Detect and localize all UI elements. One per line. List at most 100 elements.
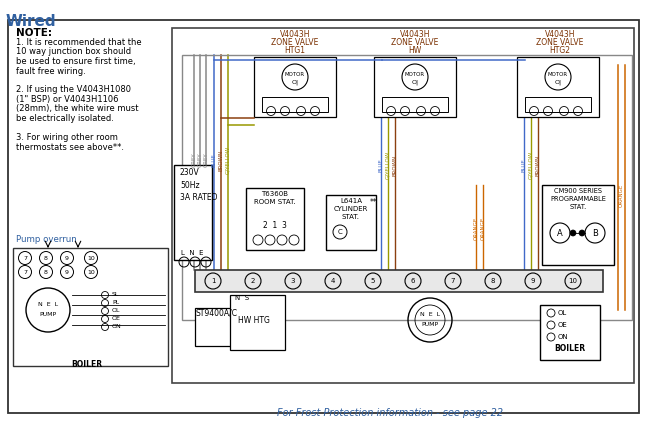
Text: G/YELLOW: G/YELLOW xyxy=(529,151,534,179)
Text: 5: 5 xyxy=(371,278,375,284)
Bar xyxy=(542,185,614,265)
Text: ON: ON xyxy=(112,325,122,330)
Text: ST9400A/C: ST9400A/C xyxy=(196,308,238,317)
Bar xyxy=(540,305,600,360)
Text: V4043H: V4043H xyxy=(280,30,311,39)
Bar xyxy=(13,248,168,366)
Bar xyxy=(195,308,250,346)
Text: B: B xyxy=(592,228,598,238)
Text: MOTOR: MOTOR xyxy=(285,71,305,76)
Bar xyxy=(195,270,603,292)
Text: ZONE VALVE: ZONE VALVE xyxy=(536,38,584,47)
Text: A: A xyxy=(557,228,563,238)
Text: V4043H: V4043H xyxy=(545,30,575,39)
Text: PROGRAMMABLE: PROGRAMMABLE xyxy=(550,196,606,202)
Text: Pump overrun: Pump overrun xyxy=(16,235,77,244)
Text: 10 way junction box should: 10 way junction box should xyxy=(16,48,131,57)
Text: 8: 8 xyxy=(44,255,48,260)
Text: GREY: GREY xyxy=(192,153,197,167)
Text: GREY: GREY xyxy=(204,153,208,167)
Text: ROOM STAT.: ROOM STAT. xyxy=(254,199,296,205)
Text: be used to ensure first time,: be used to ensure first time, xyxy=(16,57,136,66)
Text: (1" BSP) or V4043H1106: (1" BSP) or V4043H1106 xyxy=(16,95,118,104)
Text: 2. If using the V4043H1080: 2. If using the V4043H1080 xyxy=(16,86,131,95)
Text: 9: 9 xyxy=(65,255,69,260)
Text: BROWN: BROWN xyxy=(536,154,540,176)
Text: O|: O| xyxy=(554,79,562,85)
Text: 1: 1 xyxy=(211,278,215,284)
Text: CYLINDER: CYLINDER xyxy=(334,206,368,212)
Text: ON: ON xyxy=(558,334,569,340)
Text: 10: 10 xyxy=(87,270,95,274)
Text: HW: HW xyxy=(408,46,422,55)
Text: G/YELLOW: G/YELLOW xyxy=(226,146,230,174)
Text: HW HTG: HW HTG xyxy=(238,316,270,325)
Text: ORANGE: ORANGE xyxy=(474,216,479,240)
Text: O|: O| xyxy=(411,79,419,85)
Text: BLUE: BLUE xyxy=(212,153,217,167)
Bar xyxy=(174,165,212,260)
Text: NOTE:: NOTE: xyxy=(16,28,52,38)
Text: BOILER: BOILER xyxy=(554,344,586,353)
Text: L  N  E: L N E xyxy=(181,250,204,256)
Text: STAT.: STAT. xyxy=(342,214,360,220)
Text: PL: PL xyxy=(112,300,119,306)
Bar xyxy=(517,57,599,117)
Text: 7: 7 xyxy=(23,255,27,260)
Text: MOTOR: MOTOR xyxy=(405,71,425,76)
Text: O|: O| xyxy=(291,79,298,85)
Text: 1. It is recommended that the: 1. It is recommended that the xyxy=(16,38,142,47)
Text: BLUE: BLUE xyxy=(521,158,527,172)
Text: 7: 7 xyxy=(451,278,455,284)
Text: OL: OL xyxy=(558,310,567,316)
Text: 7: 7 xyxy=(23,270,27,274)
Text: V4043H: V4043H xyxy=(400,30,430,39)
Bar xyxy=(230,295,285,350)
Text: MOTOR: MOTOR xyxy=(548,71,568,76)
Text: G/YELLOW: G/YELLOW xyxy=(386,151,391,179)
Bar xyxy=(254,57,336,117)
Text: BROWN: BROWN xyxy=(393,154,397,176)
Bar xyxy=(172,28,634,383)
Text: STAT.: STAT. xyxy=(569,204,587,210)
Text: N  E  L: N E L xyxy=(420,313,440,317)
Text: 3: 3 xyxy=(291,278,295,284)
Text: HTG2: HTG2 xyxy=(549,46,571,55)
Text: N  S: N S xyxy=(235,295,249,301)
Text: 10: 10 xyxy=(87,255,95,260)
Text: 4: 4 xyxy=(331,278,335,284)
Text: 230V
50Hz
3A RATED: 230V 50Hz 3A RATED xyxy=(180,168,217,202)
Text: OE: OE xyxy=(112,316,121,322)
Text: ORANGE: ORANGE xyxy=(619,184,624,207)
Bar xyxy=(382,97,448,112)
Text: ZONE VALVE: ZONE VALVE xyxy=(271,38,319,47)
Text: PUMP: PUMP xyxy=(421,322,439,327)
Text: fault free wiring.: fault free wiring. xyxy=(16,67,86,76)
Text: (28mm), the white wire must: (28mm), the white wire must xyxy=(16,105,138,114)
Text: OE: OE xyxy=(558,322,568,328)
Text: 3. For wiring other room: 3. For wiring other room xyxy=(16,133,118,142)
Text: SL: SL xyxy=(112,292,120,298)
Text: N  E  L: N E L xyxy=(38,303,58,308)
Text: 10: 10 xyxy=(569,278,578,284)
Text: Wired: Wired xyxy=(6,14,57,29)
Text: 6: 6 xyxy=(411,278,415,284)
Text: **: ** xyxy=(370,198,378,207)
Bar xyxy=(525,97,591,112)
Text: For Frost Protection information - see page 22: For Frost Protection information - see p… xyxy=(277,408,503,418)
Text: BROWN: BROWN xyxy=(219,149,223,170)
Bar xyxy=(246,188,304,250)
Text: CM900 SERIES: CM900 SERIES xyxy=(554,188,602,194)
Text: T6360B: T6360B xyxy=(261,191,289,197)
Text: L641A: L641A xyxy=(340,198,362,204)
Text: be electrically isolated.: be electrically isolated. xyxy=(16,114,114,123)
Text: OL: OL xyxy=(112,308,120,314)
Text: 9: 9 xyxy=(531,278,535,284)
Text: 8: 8 xyxy=(44,270,48,274)
Text: 2: 2 xyxy=(251,278,255,284)
Text: HTG1: HTG1 xyxy=(285,46,305,55)
Bar xyxy=(262,97,328,112)
Text: thermostats see above**.: thermostats see above**. xyxy=(16,143,124,151)
Circle shape xyxy=(570,230,576,236)
Text: BOILER: BOILER xyxy=(71,360,103,369)
